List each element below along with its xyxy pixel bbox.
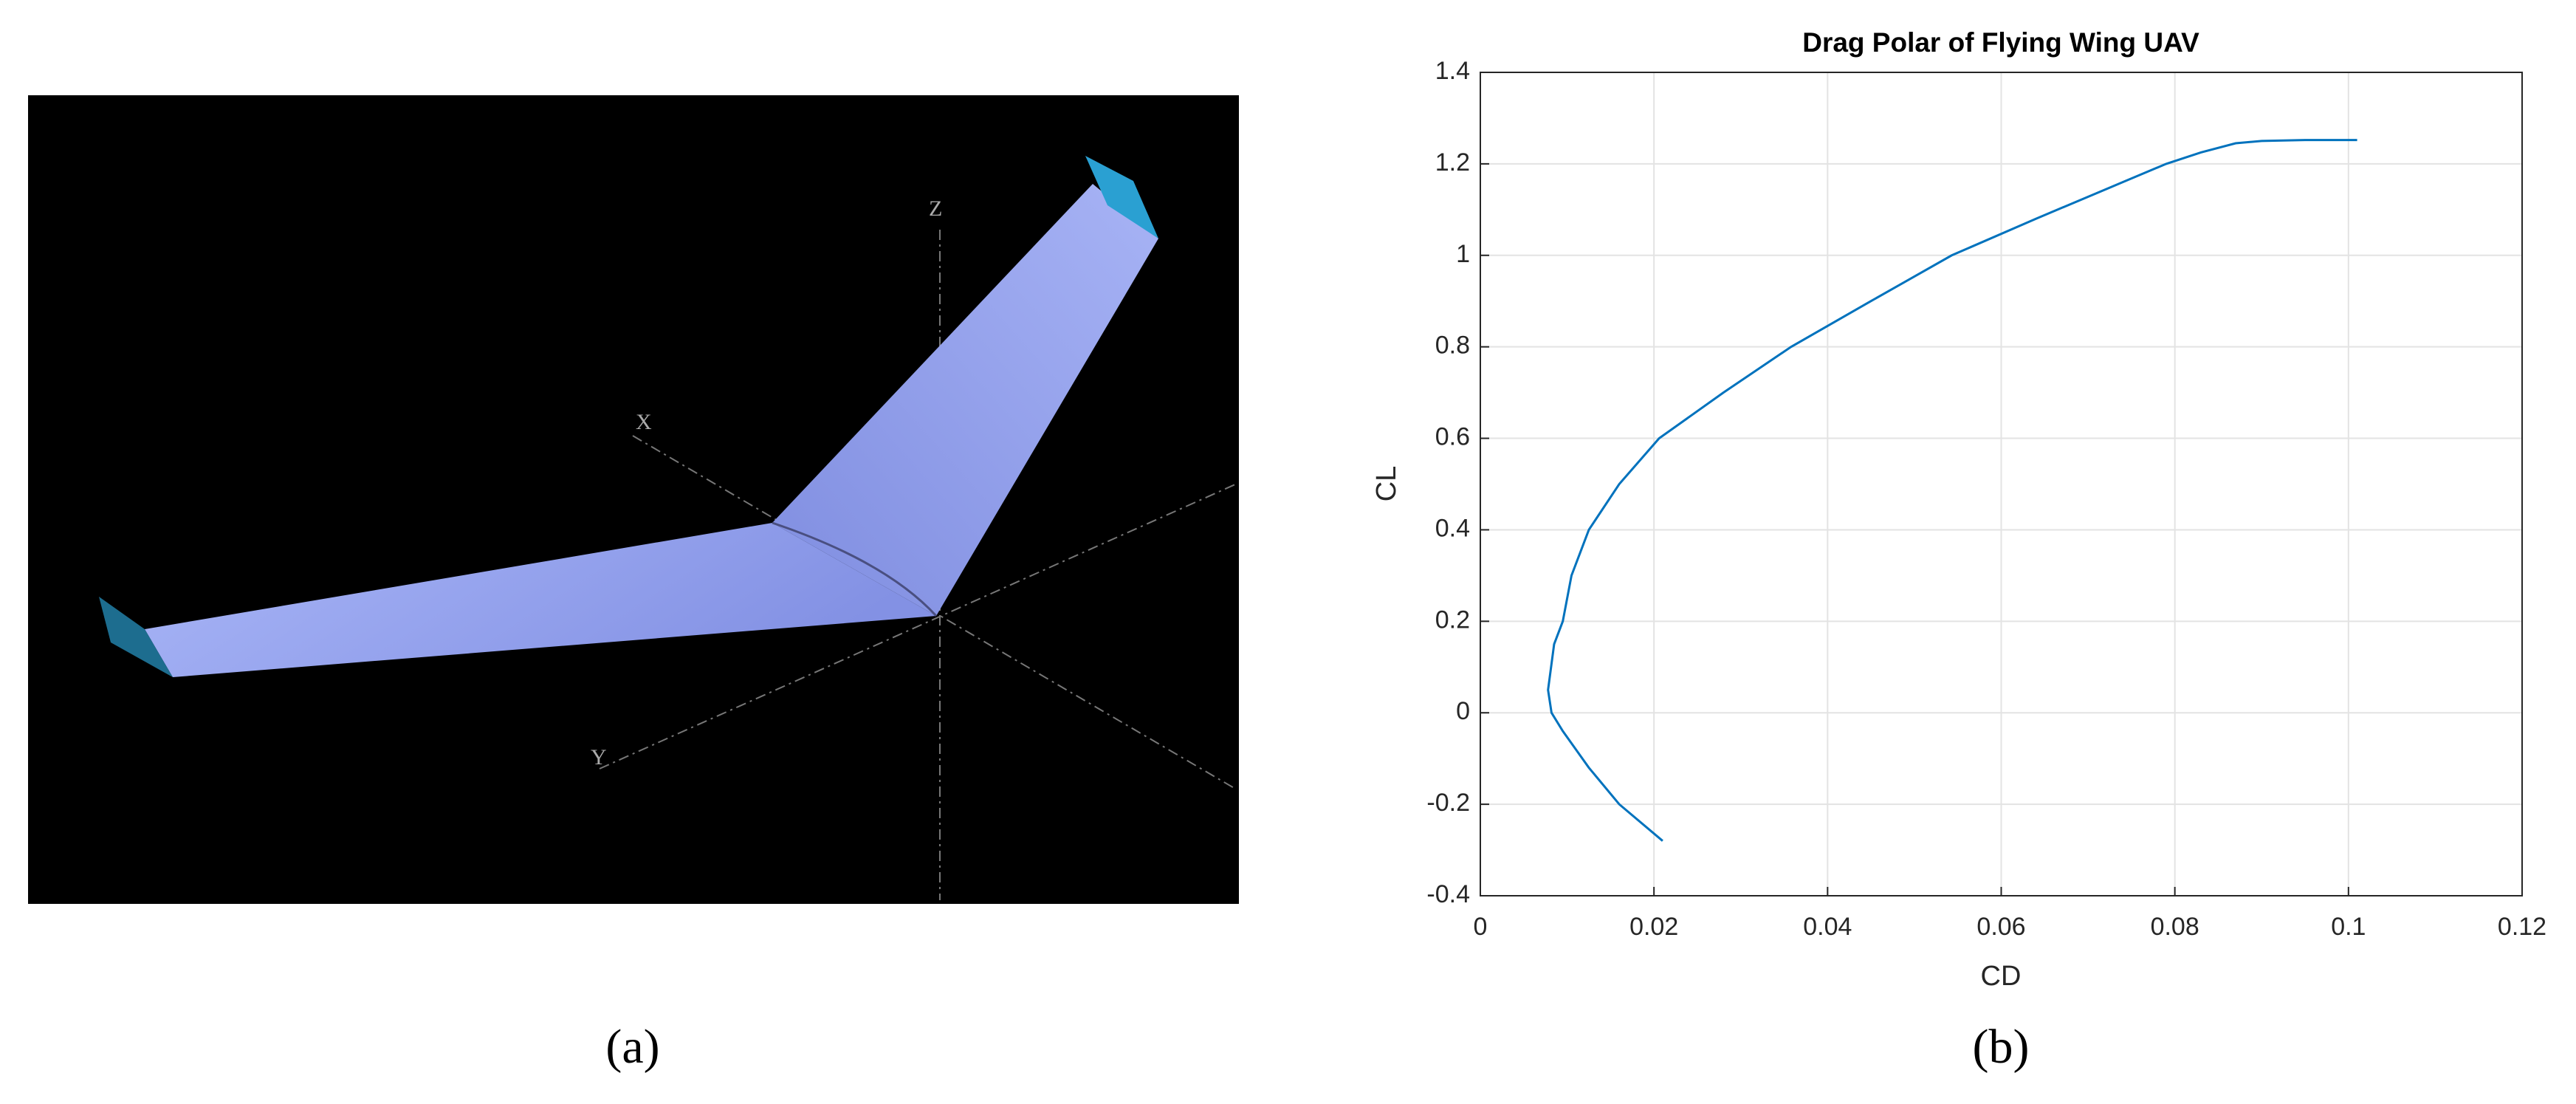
x-tick-label: 0 xyxy=(1474,913,1488,941)
chart-title: Drag Polar of Flying Wing UAV xyxy=(1802,27,2199,58)
x-tick-label: 0.04 xyxy=(1803,913,1852,941)
render-panel: X Y Z xyxy=(28,95,1239,904)
y-tick-label: -0.4 xyxy=(1426,880,1470,908)
chart: Drag Polar of Flying Wing UAV CD CL 0 0.0… xyxy=(1371,27,2546,992)
y-tick-label: 0 xyxy=(1456,697,1470,725)
y-tick-label: 0.4 xyxy=(1435,514,1470,542)
caption: (b) xyxy=(1973,1020,2030,1074)
y-axis xyxy=(599,484,1236,769)
x-tick-label: 0.06 xyxy=(1976,913,2025,941)
right-wingtip xyxy=(1085,156,1158,239)
left-wing xyxy=(145,523,936,677)
x-tick-label: 0.02 xyxy=(1629,913,1678,941)
x-tick-label: 0.12 xyxy=(2498,913,2546,941)
render-axis-label: X xyxy=(636,410,652,434)
render-axis-label: Y xyxy=(591,745,607,769)
x-tick-label: 0.08 xyxy=(2151,913,2199,941)
y-tick-label: 1 xyxy=(1456,240,1470,268)
render-axis-label: Z xyxy=(929,196,942,221)
render-background xyxy=(28,95,1239,904)
x-axis-label: CD xyxy=(1981,961,2022,992)
x-tick-label: 0.1 xyxy=(2331,913,2366,941)
right-wing xyxy=(772,184,1158,616)
y-tick-label: -0.2 xyxy=(1426,789,1470,817)
caption: (a) xyxy=(605,1020,659,1074)
y-tick-label: 0.8 xyxy=(1435,332,1470,360)
y-tick-label: 0.6 xyxy=(1435,423,1470,451)
y-tick-label: 1.2 xyxy=(1435,148,1470,176)
left-wingtip xyxy=(99,597,173,677)
y-axis-label: CL xyxy=(1371,466,1402,502)
data-line xyxy=(1547,139,2357,842)
wing-seam xyxy=(772,521,938,617)
plot-frame xyxy=(1480,72,2523,896)
y-tick-label: 1.4 xyxy=(1435,57,1470,85)
render-axis-labels: X Y Z xyxy=(591,196,942,769)
y-tick-label: 0.2 xyxy=(1435,606,1470,634)
